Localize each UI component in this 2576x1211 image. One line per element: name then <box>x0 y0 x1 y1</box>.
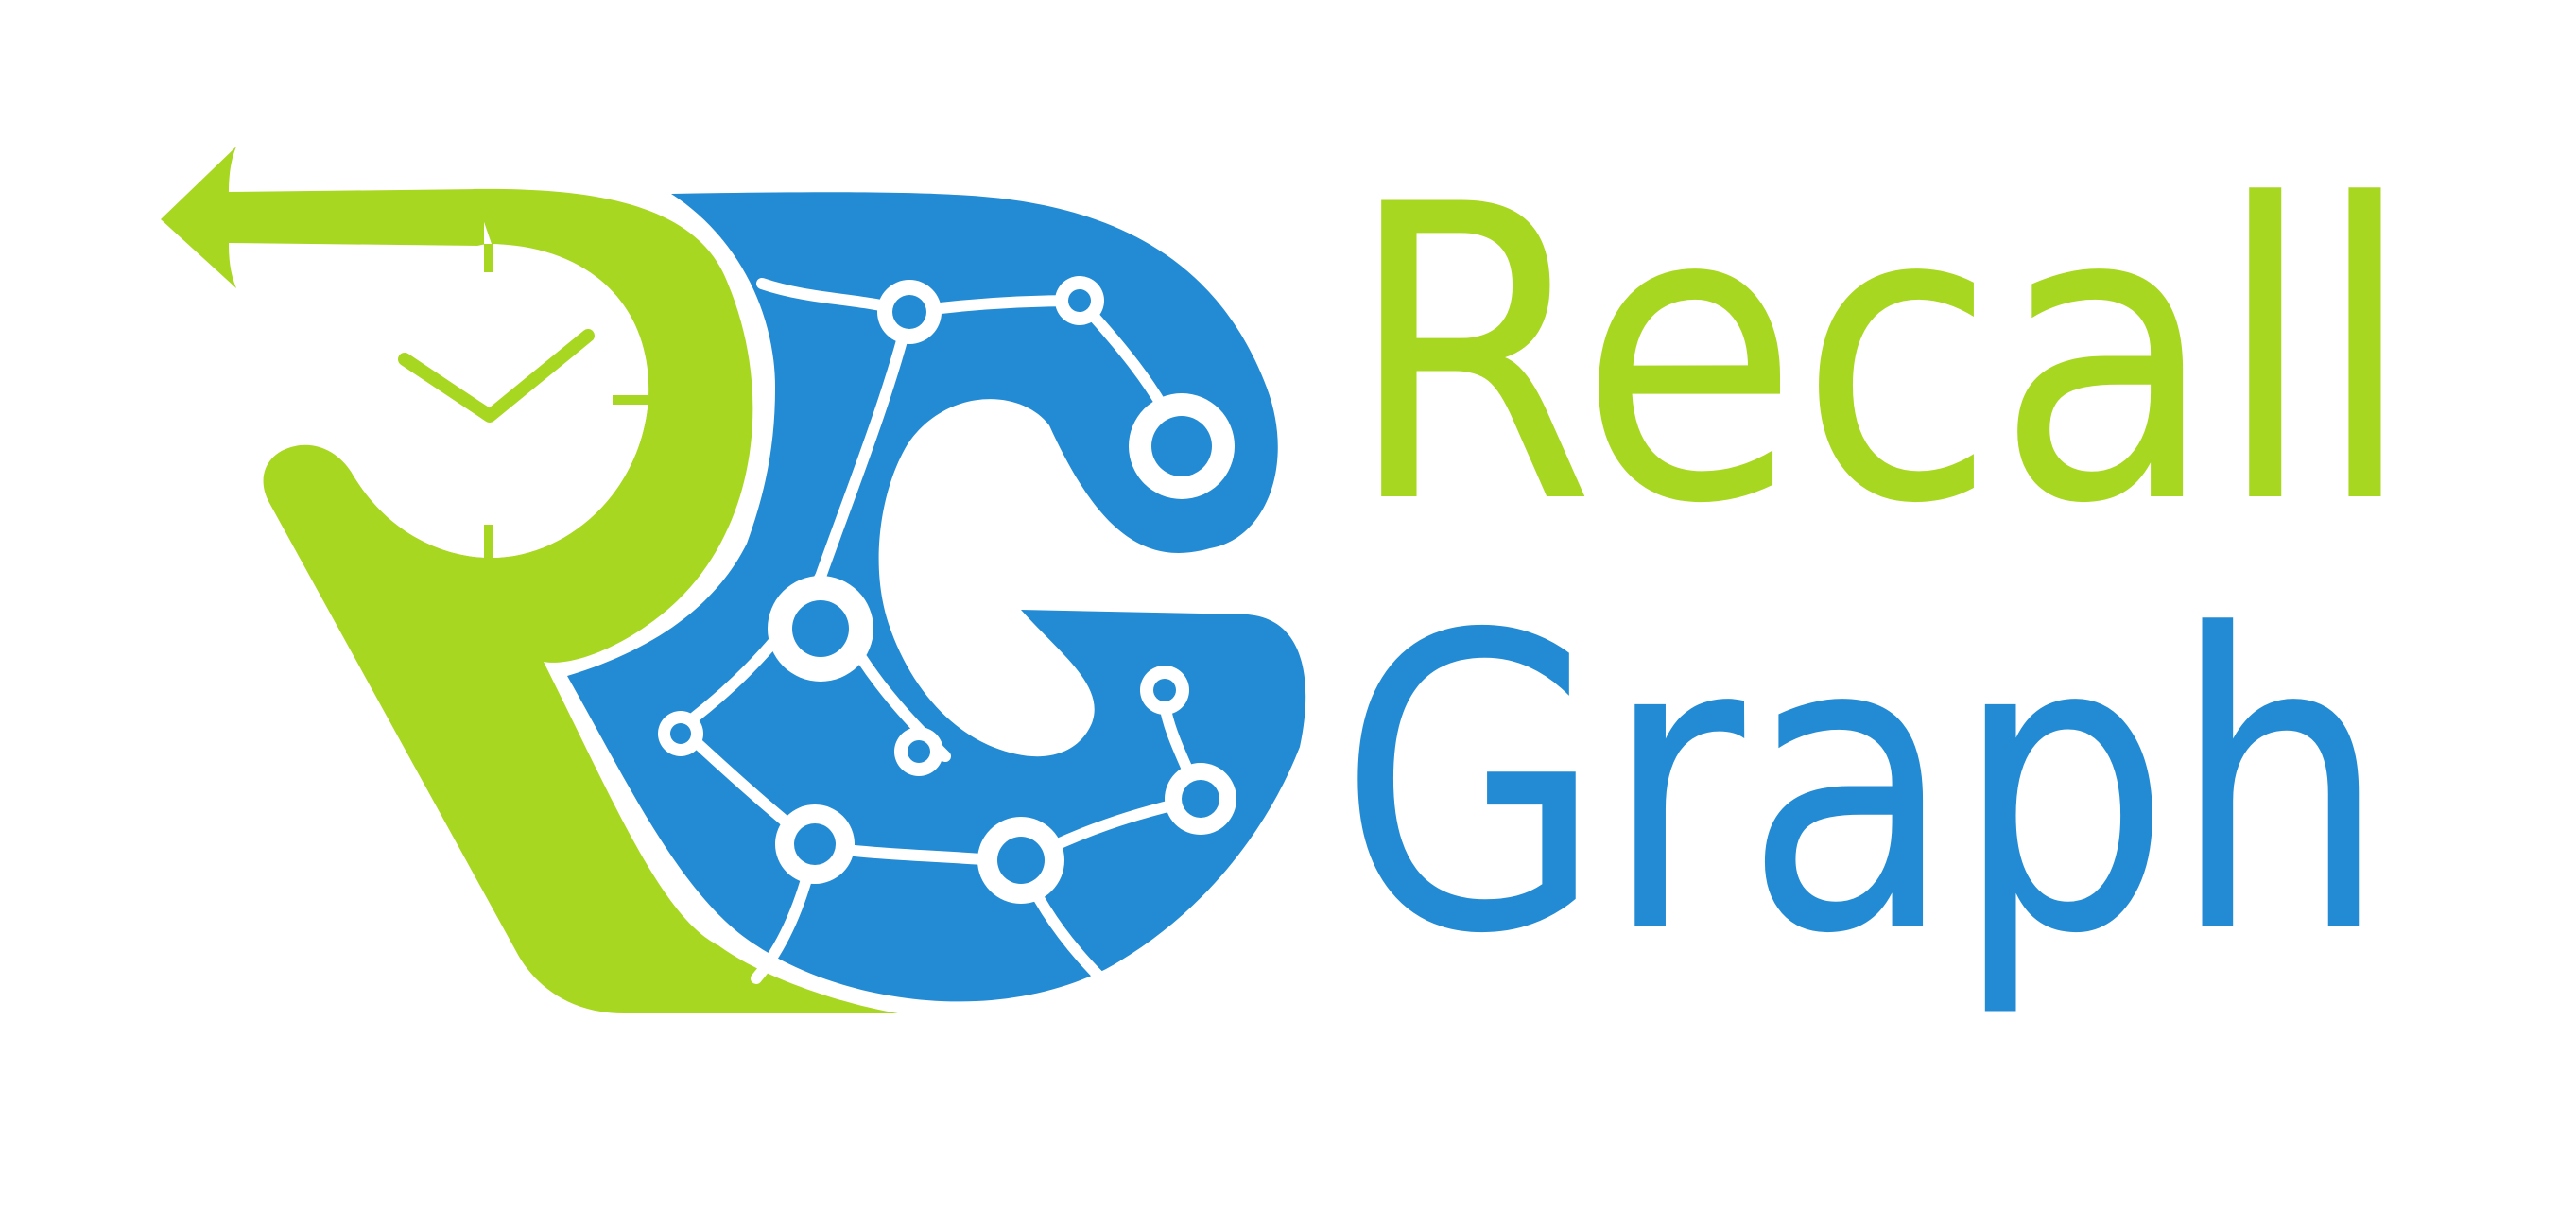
clock-icon <box>263 188 898 1014</box>
back-arrow-icon <box>161 147 484 288</box>
brand-line-1: Recall <box>1346 120 2414 593</box>
network-graph-icon <box>567 192 1306 1002</box>
brand-line-2: Graph <box>1339 550 2388 1023</box>
